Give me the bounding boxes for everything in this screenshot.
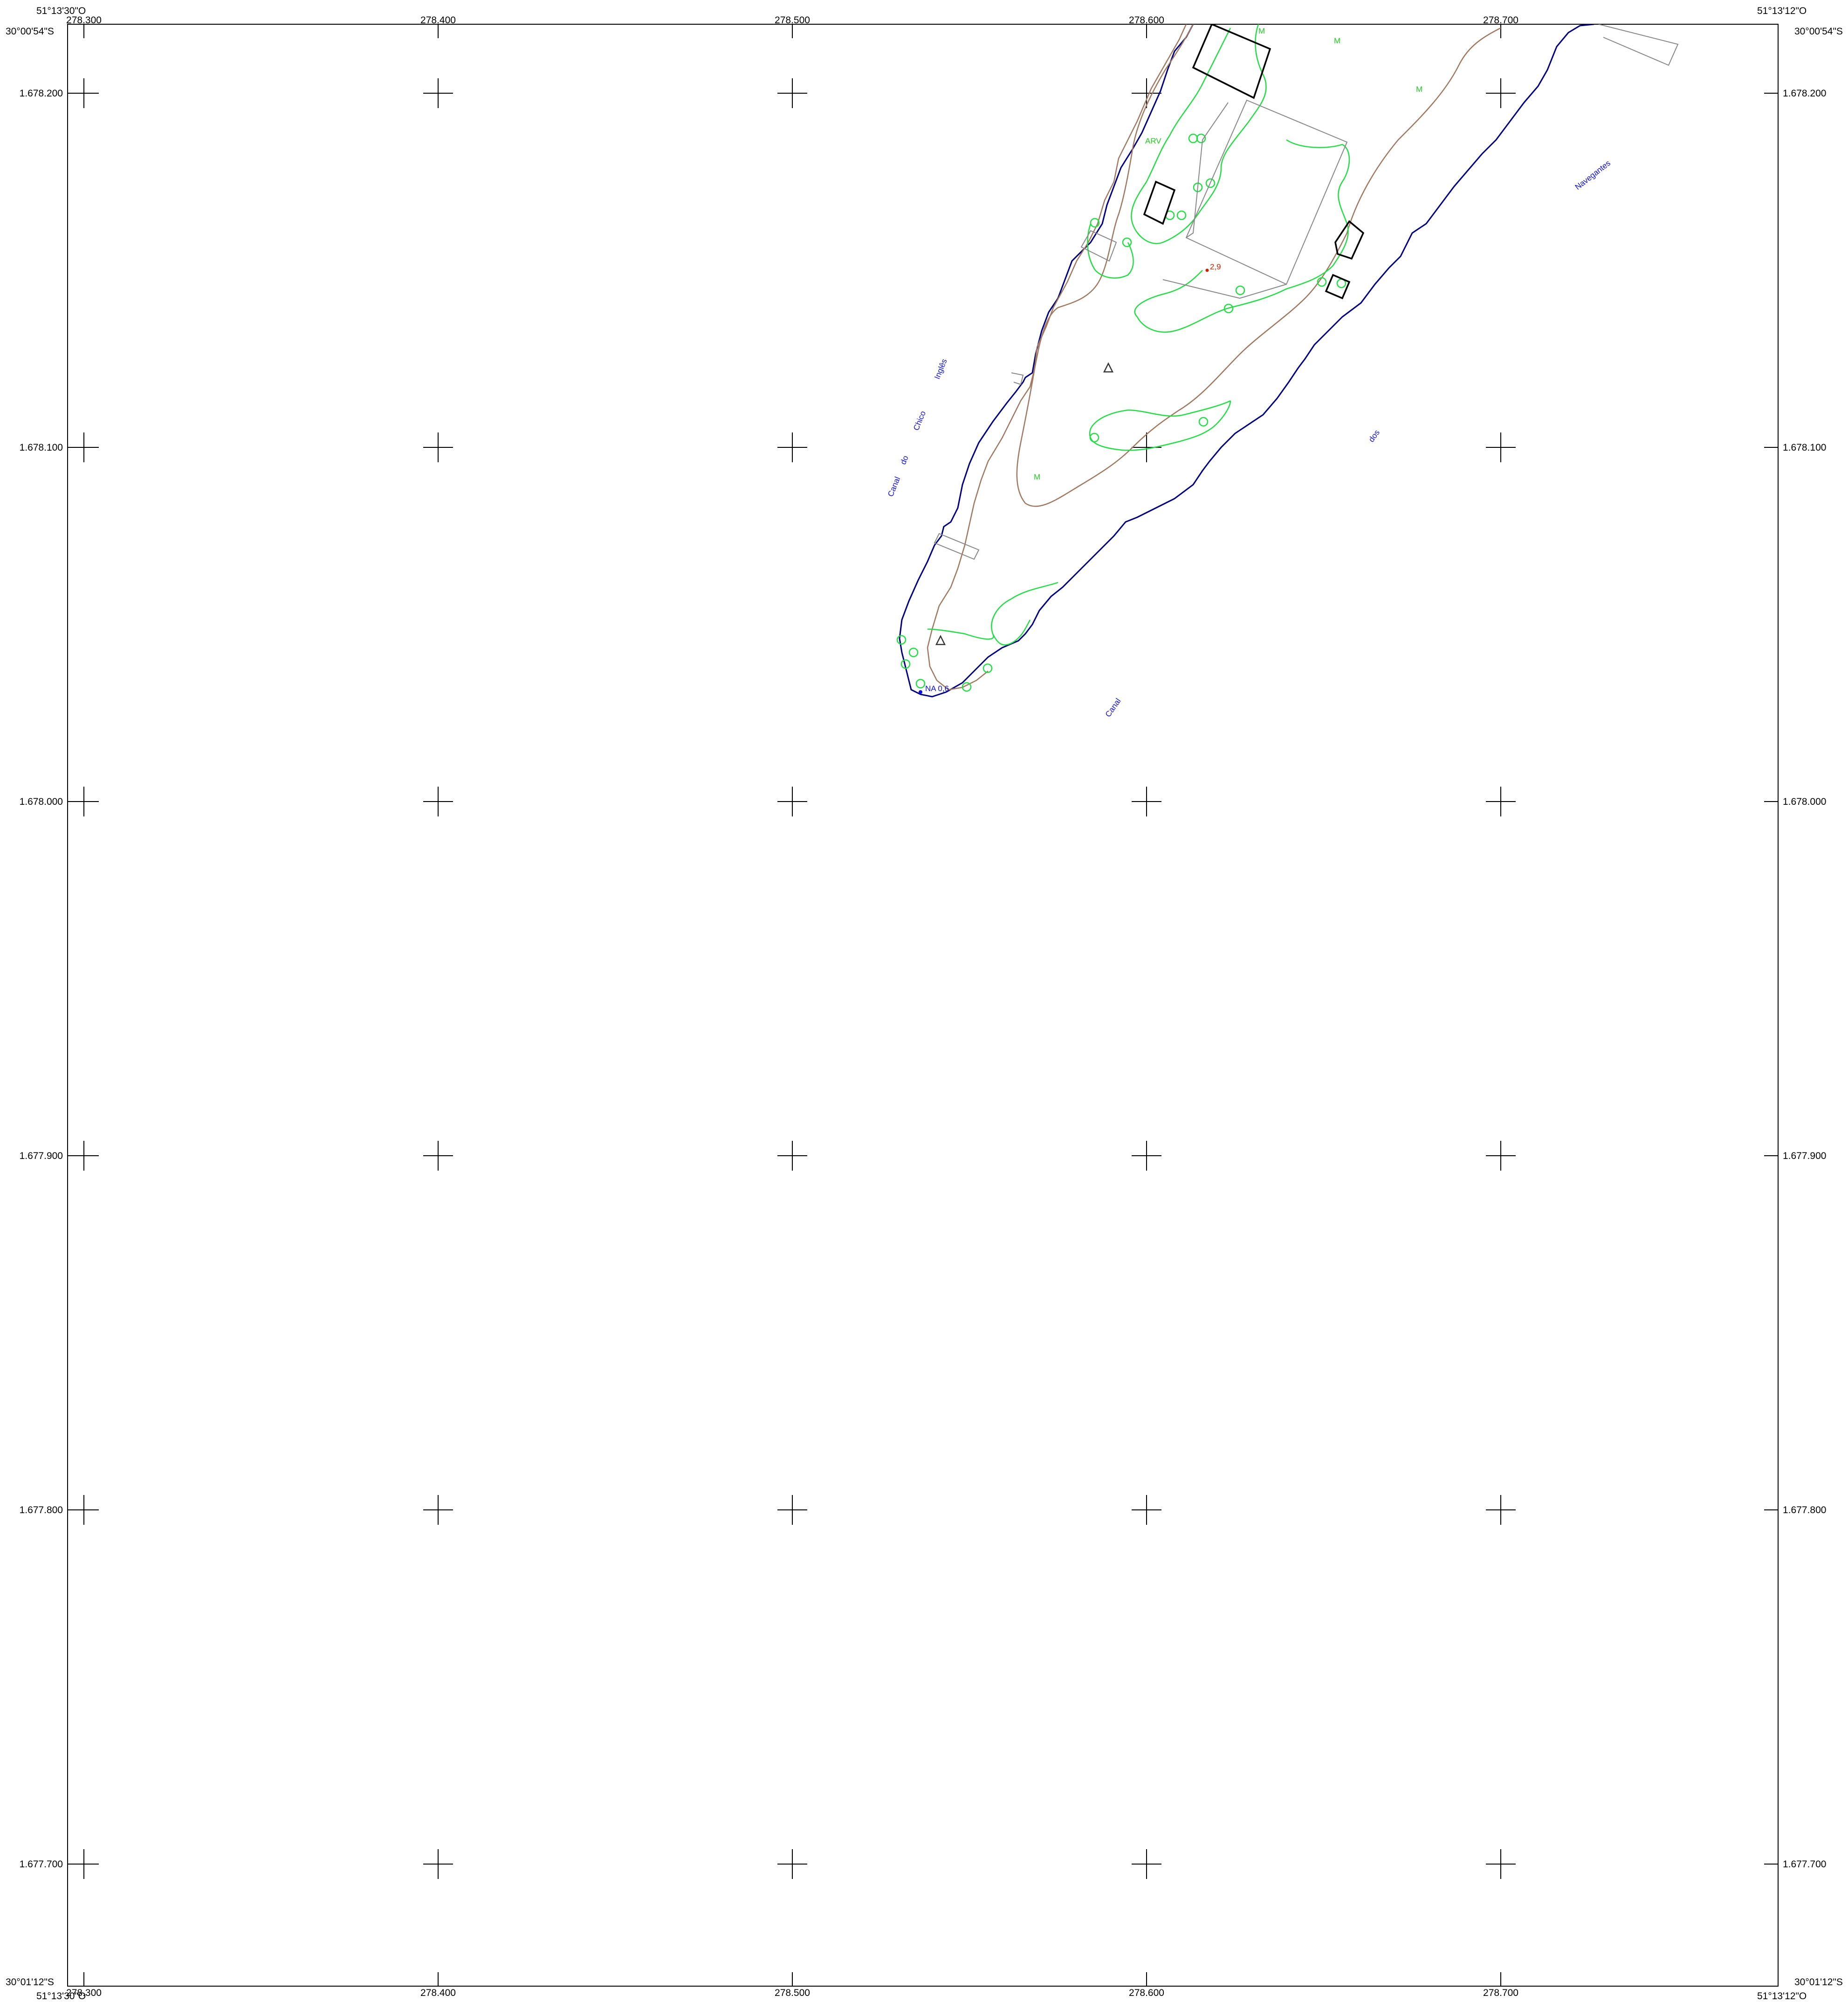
corner-bottom-left-lat: 30°01'12"S (6, 1977, 54, 1988)
grid-crosses (69, 78, 1516, 1879)
northing-label-left: 1.677.700 (20, 1859, 63, 1870)
tree-symbols (896, 133, 1346, 692)
buildings (1143, 24, 1365, 300)
vegetation-boundary-4 (1089, 400, 1231, 451)
corner-bottom-right-lat: 30°01'12"S (1794, 1977, 1843, 1988)
corner-top-right-lon: 51°13'12"O (1757, 6, 1807, 16)
label-canal-west: Canal (886, 475, 902, 498)
easting-label-bottom: 278.500 (775, 1988, 810, 1998)
building-1 (1192, 24, 1271, 99)
easting-labels-bottom: 278.300 278.400 278.500 278.600 278.700 (66, 1988, 1518, 1998)
northing-label-right: 1.678.200 (1783, 88, 1826, 99)
vegetation-boundary-2 (1087, 223, 1134, 279)
label-navegantes: Navegantes (1573, 158, 1612, 192)
label-m-2: M (1334, 36, 1340, 45)
corner-top-right-lat: 30°00'54"S (1794, 26, 1843, 37)
easting-label-top: 278.700 (1483, 15, 1518, 26)
building-4 (1325, 274, 1351, 300)
na-point-dot (919, 690, 922, 694)
contour-line-inner (1016, 24, 1501, 507)
northing-label-left: 1.678.000 (20, 796, 63, 807)
label-canal-south: Canal (1104, 697, 1123, 719)
corner-bottom-left-lon: 51°13'30"O (36, 1991, 86, 2002)
label-m-3: M (1416, 85, 1422, 94)
label-na: NA 0,6 (925, 684, 949, 693)
label-ingles: Inglês (933, 357, 949, 380)
building-2 (1143, 180, 1176, 225)
northing-label-right: 1.677.700 (1783, 1859, 1826, 1870)
label-arv: ARV (1145, 137, 1161, 145)
northing-label-left: 1.677.900 (20, 1151, 63, 1161)
label-do-west: do (899, 454, 910, 466)
edge-ticks (68, 24, 1778, 1986)
corner-bottom-right-lon: 51°13'12"O (1757, 1991, 1807, 2002)
northing-labels-left: 1.678.200 1.678.100 1.678.000 1.677.900 1.67… (20, 88, 63, 1870)
easting-label-top: 278.400 (420, 15, 456, 26)
corner-top-left-lat: 30°00'54"S (6, 26, 54, 37)
easting-label-bottom: 278.300 (66, 1988, 102, 1998)
label-m-4: M (1034, 473, 1040, 481)
northing-label-right: 1.677.900 (1783, 1151, 1826, 1161)
northing-label-right: 1.678.100 (1783, 442, 1826, 453)
vegetation-boundary-5 (927, 582, 1058, 646)
vegetation-boundary-3 (1134, 139, 1350, 333)
label-spot-height: 2,9 (1210, 262, 1221, 271)
northing-labels-right: 1.678.200 1.678.100 1.678.000 1.677.900 1.67… (1783, 88, 1826, 1870)
corner-top-left-lon: 51°13'30"O (36, 6, 86, 16)
contour-line-west (927, 24, 1187, 691)
property-outlines (934, 24, 1679, 560)
spot-height-dot (1205, 268, 1209, 272)
northing-label-right: 1.678.000 (1783, 796, 1826, 807)
easting-label-top: 278.600 (1129, 15, 1164, 26)
northing-label-left: 1.678.200 (20, 88, 63, 99)
easting-label-bottom: 278.600 (1129, 1988, 1164, 1998)
map-frame (67, 24, 1779, 1987)
vegetation-boundary-1 (1131, 24, 1267, 244)
easting-labels-top: 278.300 278.400 278.500 278.600 278.700 (66, 15, 1518, 26)
easting-label-bottom: 278.700 (1483, 1988, 1518, 1998)
label-m-1: M (1258, 27, 1265, 35)
easting-label-top: 278.300 (66, 15, 102, 26)
northing-label-left: 1.678.100 (20, 442, 63, 453)
label-dos: dos (1367, 428, 1381, 444)
building-3 (1334, 220, 1365, 260)
survey-triangle-1 (1103, 362, 1114, 373)
survey-triangle-2 (935, 635, 946, 645)
northing-label-right: 1.677.800 (1783, 1505, 1826, 1515)
easting-label-bottom: 278.400 (420, 1988, 456, 1998)
easting-label-top: 278.500 (775, 15, 810, 26)
northing-label-left: 1.677.800 (20, 1505, 63, 1515)
label-chico: Chico (912, 410, 927, 432)
